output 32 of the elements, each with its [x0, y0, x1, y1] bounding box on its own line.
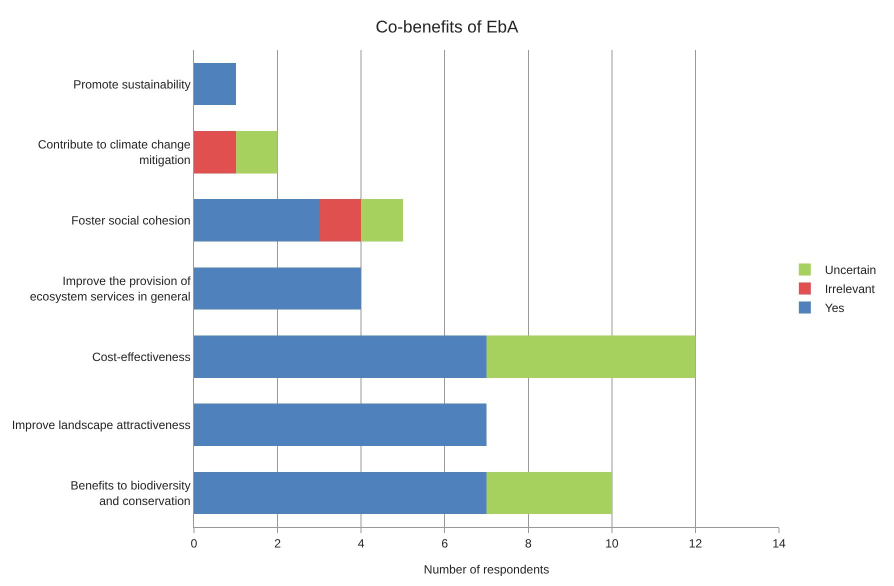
legend-label: Yes: [824, 301, 844, 316]
bar: [319, 199, 362, 242]
x-tick-label: 12: [688, 536, 702, 550]
bar: [194, 267, 362, 310]
bar: [194, 472, 486, 514]
legend-label: Uncertain: [824, 263, 876, 278]
y-tick-label: Promote sustainability: [73, 77, 191, 92]
y-tick-label: Improve landscape attractiveness: [12, 418, 191, 432]
y-tick-label: Contribute to climate change mitigation: [38, 138, 191, 168]
bar: [194, 404, 486, 446]
bar: [194, 62, 236, 106]
x-tick-label: 4: [358, 536, 365, 550]
x-tick-label: 6: [441, 536, 448, 550]
bar: [194, 199, 320, 242]
bar: [194, 336, 486, 378]
bar: [194, 131, 236, 174]
x-tick-label: 0: [190, 536, 198, 550]
y-tick-label: Benefits to biodiversity and conservation: [70, 478, 191, 508]
x-tick-label: 14: [772, 536, 786, 550]
y-tick-label: Foster social cohesion: [71, 214, 191, 228]
chart-title: Co-benefits of EbA: [376, 17, 519, 36]
y-tick-label: Cost-effectiveness: [92, 350, 191, 364]
x-tick-label: 10: [605, 536, 619, 550]
y-tick-label: Improve the provision of ecosystem services in general: [30, 274, 192, 304]
bar: [486, 472, 612, 514]
bar: [486, 336, 696, 378]
legend-label: Irrelevant: [824, 282, 876, 296]
bar: [236, 131, 278, 174]
x-tick-label: 8: [524, 536, 532, 550]
x-tick-label: 2: [274, 536, 282, 550]
bar: [361, 199, 403, 242]
x-axis-title: Number of respondents: [424, 562, 550, 576]
